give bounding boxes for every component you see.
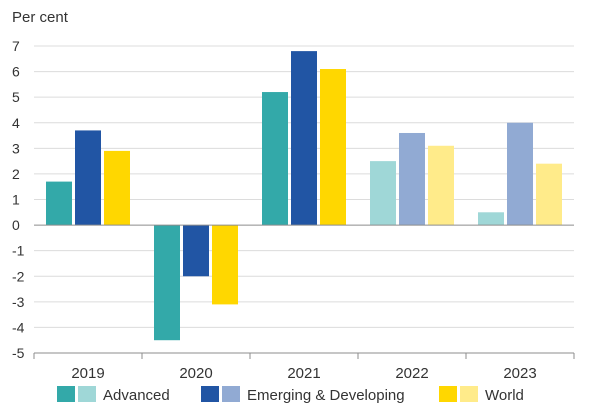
- bar-advanced-2020: [154, 225, 180, 341]
- bar-world-2023: [536, 163, 562, 226]
- y-tick-label: 3: [12, 140, 20, 156]
- legend-swatch-emerging-developing: [201, 386, 219, 402]
- legend: Advanced Emerging & Developing World: [57, 386, 524, 404]
- y-tick-label: -3: [12, 294, 25, 310]
- legend-label-emerging-developing: Emerging & Developing: [247, 387, 405, 404]
- legend-label-advanced: Advanced: [103, 387, 170, 404]
- bar-emerging-developing-2020: [183, 225, 209, 277]
- x-tick-label: 2020: [179, 365, 212, 382]
- x-tick-label: 2021: [287, 365, 320, 382]
- bar-emerging-developing-2023: [507, 122, 533, 226]
- y-tick-label: 7: [12, 38, 20, 54]
- x-tick-label: 2023: [503, 365, 536, 382]
- bar-world-2022: [428, 145, 454, 226]
- legend-label-world: World: [485, 387, 524, 404]
- y-tick-label: 5: [12, 89, 20, 105]
- bar-world-2020: [212, 225, 238, 305]
- legend-swatch-emerging-developing-projection: [222, 386, 240, 402]
- y-tick-label: 6: [12, 64, 20, 80]
- bars: [46, 51, 562, 341]
- y-tick-label: 4: [12, 115, 20, 131]
- y-axis-unit-label: Per cent: [12, 9, 69, 26]
- bar-advanced-2021: [262, 92, 288, 226]
- bar-world-2021: [320, 69, 346, 226]
- bar-emerging-developing-2019: [75, 130, 101, 226]
- legend-swatch-advanced-projection: [78, 386, 96, 402]
- y-tick-label: 2: [12, 166, 20, 182]
- y-tick-label: -4: [12, 319, 25, 335]
- y-tick-label: 0: [12, 217, 20, 233]
- y-tick-label: -1: [12, 243, 25, 259]
- x-tick-label: 2022: [395, 365, 428, 382]
- bar-emerging-developing-2021: [291, 51, 317, 226]
- bar-advanced-2019: [46, 181, 72, 226]
- axes: -5 -4 -3 -2 -1 0 1 2 3 4 5 6 7 2019 2020 2021 2022 2023: [12, 38, 575, 382]
- bar-world-2019: [104, 150, 130, 226]
- legend-swatch-world-projection: [460, 386, 478, 402]
- bar-emerging-developing-2022: [399, 132, 425, 226]
- bar-advanced-2023: [478, 212, 504, 226]
- legend-swatch-advanced: [57, 386, 75, 402]
- bar-advanced-2022: [370, 161, 396, 226]
- y-tick-label: -5: [12, 345, 25, 361]
- legend-swatch-world: [439, 386, 457, 402]
- x-tick-label: 2019: [71, 365, 104, 382]
- y-tick-label: 1: [12, 192, 20, 208]
- y-tick-label: -2: [12, 268, 25, 284]
